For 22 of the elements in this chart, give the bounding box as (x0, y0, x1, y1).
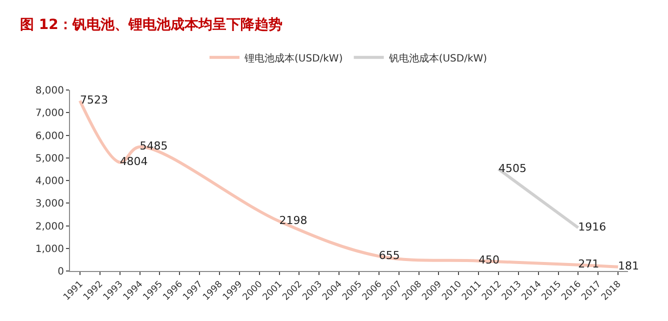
y-tick-label: 0 (58, 266, 64, 278)
y-tick-label: 5,000 (35, 153, 64, 164)
legend-label: 钒电池成本(USD/kW) (388, 52, 488, 64)
data-label: 655 (378, 248, 400, 262)
y-tick-label: 6,000 (35, 130, 64, 142)
legend-label: 锂电池成本(USD/kW) (244, 52, 343, 64)
data-label: 4804 (120, 155, 148, 168)
data-label: 2198 (279, 214, 308, 228)
y-tick-label: 2,000 (35, 221, 64, 232)
data-label: 450 (478, 254, 500, 267)
chart-title: 图 12：钒电池、锂电池成本均呈下降趋势 (20, 17, 282, 34)
y-tick-label: 1,000 (35, 244, 64, 255)
data-label: 5485 (140, 140, 168, 153)
y-tick-label: 8,000 (35, 86, 64, 96)
data-label: 271 (578, 258, 600, 271)
data-label: 7523 (80, 94, 108, 107)
data-label: 4505 (498, 162, 526, 175)
y-tick-label: 4,000 (35, 176, 64, 187)
y-tick-label: 3,000 (35, 198, 64, 210)
y-tick-label: 7,000 (35, 108, 64, 120)
data-label: 1916 (578, 220, 606, 234)
data-label: 181 (618, 260, 640, 273)
